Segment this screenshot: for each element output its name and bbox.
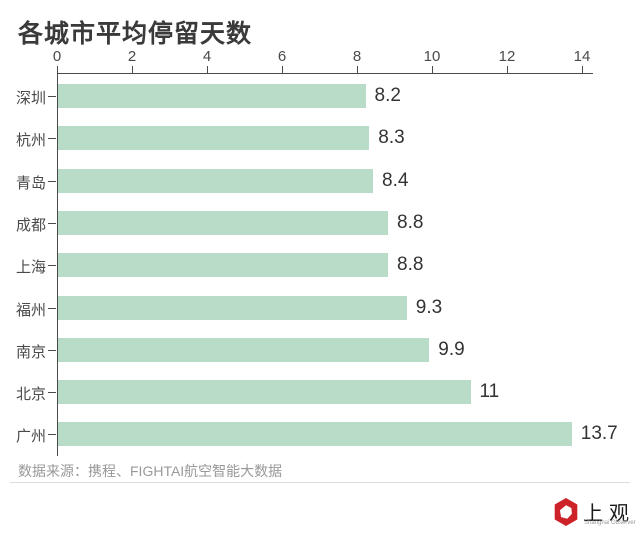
hexagon-pinwheel-icon [554, 498, 578, 526]
x-axis-tick-label: 14 [573, 48, 591, 65]
y-axis-tick-mark [48, 349, 56, 351]
x-axis-tick-mark [507, 66, 508, 73]
bar [58, 337, 430, 362]
x-axis-tick-label: 12 [498, 48, 516, 65]
x-axis-tick-mark [432, 66, 433, 73]
category-label: 成都 [15, 216, 46, 234]
y-axis-tick-mark [48, 392, 56, 394]
value-label: 8.3 [378, 127, 405, 149]
x-axis-tick-mark [357, 66, 358, 73]
x-axis-tick-mark [57, 66, 58, 73]
category-label: 杭州 [15, 132, 46, 150]
y-axis-tick-mark [48, 307, 56, 309]
x-axis-tick-mark [132, 66, 133, 73]
y-axis-tick-mark [48, 180, 56, 182]
category-label: 南京 [15, 343, 46, 361]
source-note: 数据来源：携程、FIGHTAI航空智能大数据 [18, 463, 283, 479]
value-label: 9.9 [438, 338, 465, 360]
value-label: 8.8 [397, 254, 424, 276]
value-label: 8.2 [374, 85, 401, 106]
bar [58, 84, 366, 108]
y-axis-tick-mark [48, 96, 56, 97]
x-axis-line [57, 73, 593, 74]
logo-chinese-text: 上观 [583, 501, 635, 525]
x-axis-tick-label: 10 [423, 48, 441, 65]
bar [58, 295, 407, 320]
category-label: 深圳 [15, 90, 46, 107]
logo-english-text: Shanghai Observer [584, 520, 636, 526]
x-axis-tick-mark [582, 66, 583, 73]
category-label: 福州 [15, 301, 46, 319]
footer-divider [10, 482, 630, 483]
y-axis-line [57, 73, 58, 457]
chart-title: 各城市平均停留天数 [18, 20, 253, 48]
value-label: 8.4 [382, 169, 409, 191]
x-axis-tick-mark [282, 66, 283, 73]
value-label: 13.7 [580, 423, 618, 445]
value-label: 11 [479, 381, 500, 403]
value-label: 8.8 [397, 211, 424, 233]
bar [58, 422, 572, 447]
shanghai-observer-logo: 上观 Shanghai Observer [553, 497, 636, 533]
bar [58, 380, 471, 405]
x-axis-tick-label: 0 [52, 48, 62, 65]
y-axis-tick-mark [48, 138, 56, 140]
x-axis-tick-label: 4 [202, 48, 212, 65]
category-label: 青岛 [15, 174, 46, 192]
x-axis-tick-label: 6 [277, 48, 287, 65]
category-label: 广州 [15, 428, 46, 446]
y-axis-tick-mark [48, 222, 56, 224]
value-label: 9.3 [415, 296, 443, 318]
y-axis-tick-mark [48, 265, 56, 267]
bar [58, 210, 388, 235]
x-axis-tick-label: 8 [352, 48, 362, 65]
category-label: 北京 [15, 386, 46, 404]
bar [58, 253, 388, 278]
y-axis-tick-mark [48, 434, 56, 436]
category-label: 上海 [15, 259, 46, 277]
bar [58, 168, 373, 193]
x-axis-tick-mark [207, 66, 208, 73]
x-axis-tick-label: 2 [127, 48, 137, 65]
bar [58, 126, 370, 151]
